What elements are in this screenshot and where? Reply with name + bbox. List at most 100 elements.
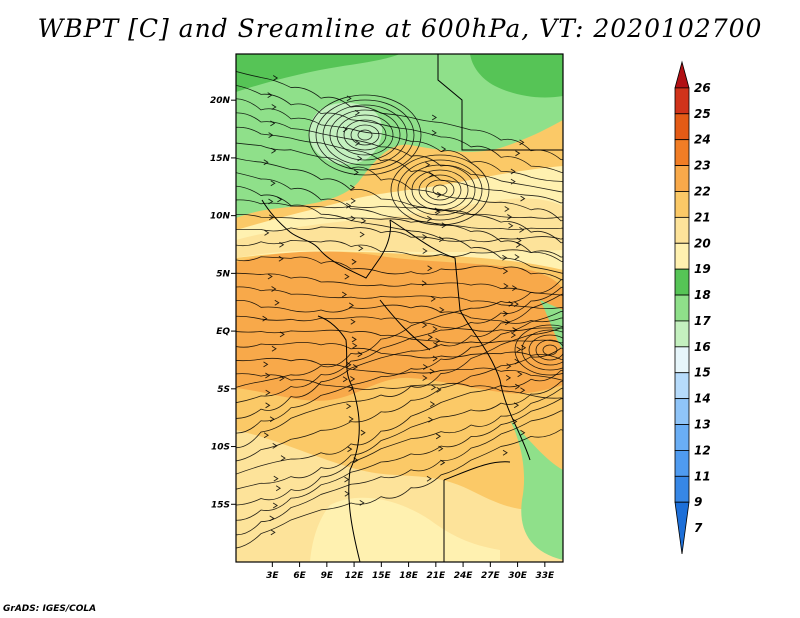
streamline-arrow bbox=[431, 384, 437, 391]
colorbar-segment bbox=[674, 398, 690, 425]
streamline-vortex bbox=[542, 344, 558, 356]
streamline-arrow bbox=[512, 285, 518, 291]
streamline-arrow bbox=[422, 375, 428, 381]
chart-title: WBPT [C] and Sreamline at 600hPa, VT: 20… bbox=[37, 14, 763, 43]
colorbar-segment bbox=[674, 320, 690, 348]
colorbar-segment bbox=[674, 216, 690, 244]
streamline-arrow bbox=[427, 215, 433, 222]
streamline-arrow bbox=[341, 291, 348, 298]
streamline bbox=[236, 286, 563, 404]
streamline-arrow bbox=[506, 363, 512, 370]
streamline bbox=[236, 429, 563, 549]
streamline-arrow bbox=[422, 248, 428, 254]
streamline bbox=[236, 157, 563, 244]
streamline-arrow bbox=[438, 236, 445, 243]
colorbar-label: 16 bbox=[694, 340, 711, 354]
streamline-arrow bbox=[435, 338, 441, 344]
x-tick-label: 18E bbox=[399, 571, 419, 581]
y-tick-label: 15N bbox=[210, 154, 231, 164]
streamline-vortex bbox=[322, 104, 408, 166]
streamline-arrow bbox=[263, 432, 269, 439]
streamline-arrow bbox=[346, 403, 352, 410]
y-tick-label: 5S bbox=[217, 385, 230, 395]
streamline-arrow bbox=[265, 372, 271, 379]
streamline-vortex bbox=[514, 324, 563, 376]
colorbar-segment bbox=[674, 87, 690, 115]
streamline bbox=[236, 286, 563, 310]
streamline-arrow bbox=[515, 242, 521, 248]
streamline-arrow bbox=[507, 214, 513, 220]
streamline-arrow bbox=[520, 387, 526, 394]
colorbar-segment bbox=[674, 139, 690, 166]
streamline-arrow bbox=[515, 150, 521, 157]
streamline-vortex bbox=[418, 174, 462, 206]
streamline bbox=[236, 240, 563, 258]
streamline-arrow bbox=[430, 296, 436, 302]
streamline-arrow bbox=[358, 245, 364, 252]
streamline-arrow bbox=[505, 319, 511, 326]
streamline bbox=[236, 84, 563, 174]
streamline bbox=[236, 299, 563, 324]
colorbar-label: 11 bbox=[694, 469, 711, 483]
streamline-arrow bbox=[270, 180, 276, 187]
streamline bbox=[236, 98, 563, 183]
streamline-arrow bbox=[359, 499, 365, 506]
colorbar-label: 17 bbox=[694, 314, 711, 328]
streamline-arrow bbox=[350, 215, 356, 222]
streamline-arrow bbox=[357, 155, 363, 162]
streamline-arrow bbox=[264, 230, 270, 236]
colorbar-label: 22 bbox=[694, 184, 711, 198]
streamline-arrow bbox=[347, 446, 353, 453]
streamline-arrow bbox=[519, 227, 525, 233]
streamline bbox=[236, 185, 563, 274]
streamline-arrow bbox=[513, 402, 520, 409]
streamline-arrow bbox=[359, 231, 365, 238]
streamline-arrow bbox=[272, 75, 279, 81]
streamline-arrow bbox=[514, 254, 520, 260]
x-tick-label: 27E bbox=[481, 571, 501, 581]
map-frame bbox=[235, 53, 564, 563]
streamline-arrow bbox=[278, 255, 284, 262]
streamline-arrow bbox=[346, 361, 352, 368]
streamline-vortex bbox=[390, 154, 490, 226]
streamline-vortex bbox=[528, 334, 563, 366]
streamline-arrow bbox=[431, 114, 437, 121]
x-axis: 3E 6E 9E 12E 15E 18E 21E 24E 27E 30E 33E bbox=[266, 562, 555, 581]
streamline-vortex bbox=[521, 329, 563, 371]
streamline-arrow bbox=[520, 195, 526, 202]
colorbar-segment bbox=[674, 113, 690, 141]
streamline-arrow bbox=[268, 132, 274, 138]
streamline-vortex bbox=[432, 184, 448, 196]
x-tick-label: 30E bbox=[508, 571, 528, 581]
streamline-arrow bbox=[439, 306, 445, 313]
streamline bbox=[236, 71, 563, 161]
streamline-vortex bbox=[357, 129, 373, 141]
streamline-arrow bbox=[432, 355, 438, 362]
streamline-arrow bbox=[263, 159, 269, 166]
colorbar-label: 13 bbox=[694, 418, 711, 432]
credit-label: GrADS: IGES/COLA bbox=[3, 604, 97, 614]
streamline-arrow bbox=[432, 326, 438, 332]
x-tick-label: 15E bbox=[372, 571, 392, 581]
colorbar-label: 24 bbox=[694, 133, 711, 147]
streamline-arrow bbox=[426, 475, 432, 482]
streamline-arrow bbox=[504, 206, 510, 212]
field-east-green bbox=[510, 300, 563, 560]
streamline-arrow bbox=[273, 475, 279, 482]
colorbar-segment bbox=[674, 294, 690, 322]
colorbar-segment bbox=[674, 165, 690, 192]
streamline-arrow bbox=[353, 457, 359, 464]
colorbar-label: 26 bbox=[694, 81, 711, 95]
x-tick-label: 3E bbox=[266, 571, 279, 581]
streamline-arrow bbox=[441, 222, 447, 229]
y-tick-label: EQ bbox=[216, 327, 230, 337]
streamline-arrow bbox=[274, 299, 280, 306]
y-tick-label: 20N bbox=[210, 96, 231, 106]
streamline-arrow bbox=[348, 416, 354, 422]
streamline-arrow bbox=[350, 184, 356, 191]
field-north-20 bbox=[236, 198, 563, 258]
colorbar-label: 18 bbox=[694, 288, 711, 302]
streamline bbox=[236, 142, 563, 222]
colorbar-label: 9 bbox=[694, 495, 702, 509]
